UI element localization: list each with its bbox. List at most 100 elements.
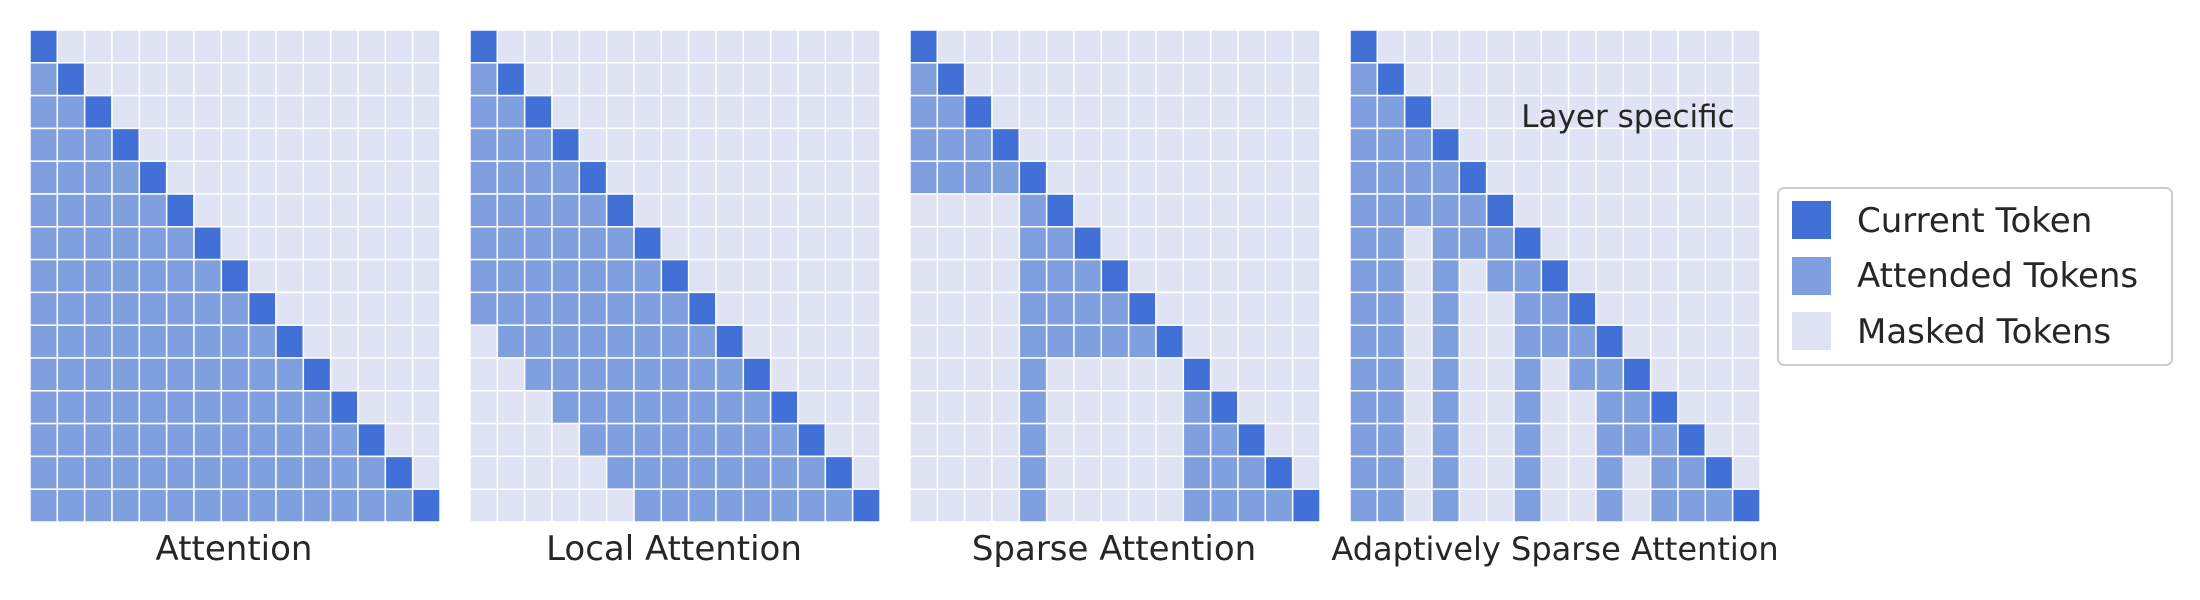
masked-token-cell bbox=[1209, 160, 1239, 195]
attended-token-cell bbox=[660, 455, 690, 490]
masked-token-cell bbox=[275, 127, 305, 162]
masked-token-cell bbox=[469, 324, 499, 359]
attended-token-cell bbox=[551, 193, 581, 228]
attended-token-cell bbox=[715, 488, 745, 523]
attended-token-cell bbox=[111, 160, 141, 195]
attended-token-cell bbox=[138, 390, 168, 425]
masked-token-cell bbox=[824, 291, 854, 326]
masked-token-cell bbox=[1182, 127, 1212, 162]
masked-token-cell bbox=[633, 94, 663, 130]
masked-token-cell bbox=[1182, 62, 1212, 97]
masked-token-cell bbox=[1045, 29, 1075, 64]
attended-token-cell bbox=[496, 193, 526, 228]
attended-token-cell bbox=[909, 160, 939, 195]
masked-token-cell bbox=[769, 258, 799, 294]
masked-token-cell bbox=[909, 390, 939, 425]
masked-token-cell bbox=[1622, 193, 1652, 228]
masked-token-cell bbox=[909, 488, 939, 523]
masked-token-cell bbox=[769, 291, 799, 326]
masked-token-cell bbox=[1458, 324, 1488, 359]
masked-token-cell bbox=[1182, 29, 1212, 64]
masked-token-cell bbox=[1209, 324, 1239, 359]
masked-token-cell bbox=[1731, 455, 1761, 490]
attended-token-cell bbox=[469, 258, 499, 294]
masked-token-cell bbox=[578, 455, 608, 490]
attended-token-cell bbox=[1073, 324, 1103, 359]
attended-token-cell bbox=[523, 160, 553, 195]
masked-token-cell bbox=[1073, 488, 1103, 523]
attended-token-cell bbox=[193, 390, 223, 425]
masked-token-cell bbox=[1073, 160, 1103, 195]
masked-token-cell bbox=[1704, 357, 1734, 392]
attended-token-cell bbox=[496, 94, 526, 130]
attended-token-cell bbox=[1431, 160, 1461, 195]
masked-token-cell bbox=[936, 455, 966, 490]
masked-token-cell bbox=[384, 357, 414, 392]
masked-token-cell bbox=[797, 193, 827, 228]
masked-token-cell bbox=[329, 258, 359, 294]
attended-token-cell bbox=[1376, 258, 1406, 294]
masked-token-cell bbox=[357, 29, 387, 64]
masked-token-cell bbox=[991, 193, 1021, 228]
attended-token-cell bbox=[1431, 455, 1461, 490]
masked-token-cell bbox=[1209, 357, 1239, 392]
masked-token-cell bbox=[193, 29, 223, 64]
masked-token-cell bbox=[1622, 291, 1652, 326]
masked-token-cell bbox=[1677, 258, 1707, 294]
current-token-cell bbox=[991, 127, 1021, 162]
current-token-cell bbox=[936, 62, 966, 97]
masked-token-cell bbox=[302, 94, 332, 130]
masked-token-cell bbox=[1622, 226, 1652, 261]
attended-token-cell bbox=[824, 488, 854, 523]
masked-token-cell bbox=[1513, 29, 1543, 64]
current-token-cell bbox=[1677, 422, 1707, 458]
attended-token-cell bbox=[578, 357, 608, 392]
attention-grid-2 bbox=[469, 29, 881, 523]
masked-token-cell bbox=[138, 127, 168, 162]
masked-token-cell bbox=[851, 258, 881, 294]
masked-token-cell bbox=[329, 324, 359, 359]
masked-token-cell bbox=[1237, 62, 1267, 97]
masked-token-cell bbox=[1485, 488, 1515, 523]
attended-token-cell bbox=[138, 291, 168, 326]
attended-token-cell bbox=[551, 390, 581, 425]
panel-title-sparse-attention: Sparse Attention bbox=[972, 529, 1256, 569]
masked-token-cell bbox=[1540, 62, 1570, 97]
attended-token-cell bbox=[83, 226, 113, 261]
masked-token-cell bbox=[193, 94, 223, 130]
masked-token-cell bbox=[138, 94, 168, 130]
masked-token-cell bbox=[605, 94, 635, 130]
masked-token-cell bbox=[1458, 62, 1488, 97]
masked-token-cell bbox=[411, 291, 441, 326]
attended-token-cell bbox=[1485, 226, 1515, 261]
masked-token-cell bbox=[1264, 258, 1294, 294]
masked-token-cell bbox=[1209, 29, 1239, 64]
attended-token-cell bbox=[56, 94, 86, 130]
masked-token-cell bbox=[715, 94, 745, 130]
attended-token-cell bbox=[496, 160, 526, 195]
attended-token-cell bbox=[138, 226, 168, 261]
attended-token-cell bbox=[1403, 127, 1433, 162]
masked-token-cell bbox=[1540, 422, 1570, 458]
masked-token-cell bbox=[111, 94, 141, 130]
masked-token-cell bbox=[936, 357, 966, 392]
masked-token-cell bbox=[578, 127, 608, 162]
masked-token-cell bbox=[991, 258, 1021, 294]
attended-token-cell bbox=[1622, 390, 1652, 425]
masked-token-cell bbox=[1458, 94, 1488, 130]
masked-token-cell bbox=[824, 62, 854, 97]
attended-token-cell bbox=[165, 357, 195, 392]
masked-token-cell bbox=[411, 422, 441, 458]
masked-token-cell bbox=[963, 62, 993, 97]
attended-token-cell bbox=[56, 390, 86, 425]
attended-token-cell bbox=[660, 357, 690, 392]
current-token-cell bbox=[1291, 488, 1321, 523]
attended-token-cell bbox=[633, 357, 663, 392]
masked-token-cell bbox=[797, 291, 827, 326]
masked-token-cell bbox=[1237, 324, 1267, 359]
legend-label-masked-tokens: Masked Tokens bbox=[1857, 312, 2111, 352]
current-token-cell bbox=[83, 94, 113, 130]
masked-token-cell bbox=[1540, 160, 1570, 195]
masked-token-cell bbox=[1677, 357, 1707, 392]
attended-token-cell bbox=[193, 488, 223, 523]
